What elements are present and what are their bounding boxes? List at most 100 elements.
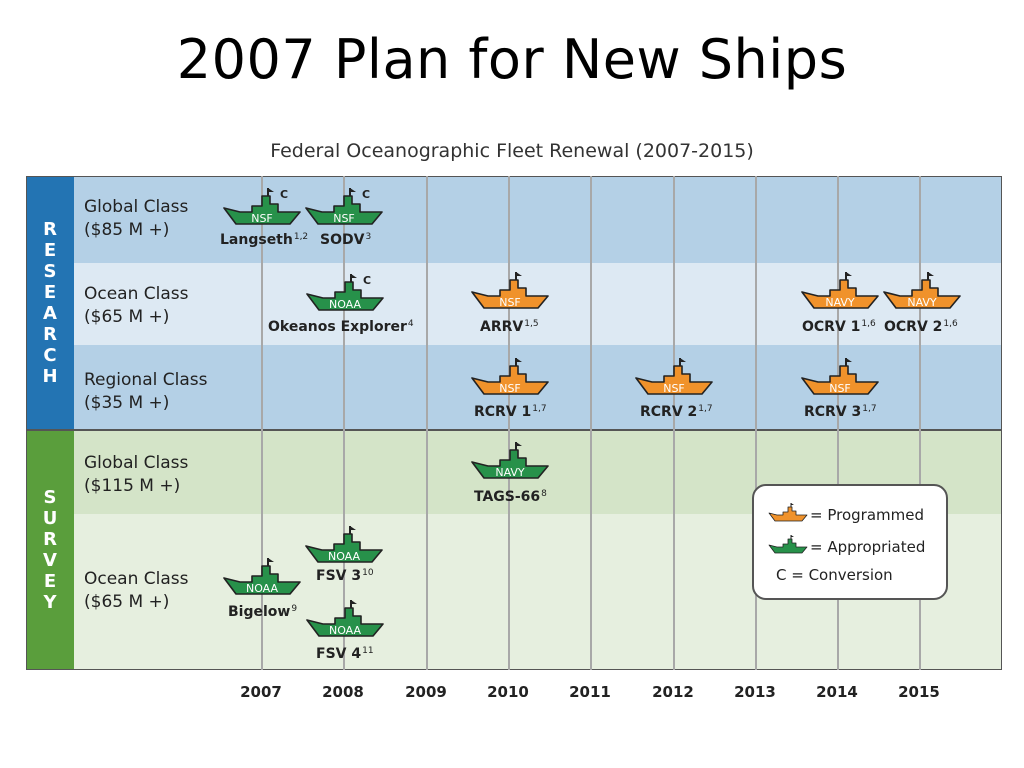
row-name: Global Class	[84, 197, 189, 217]
ship-label: SODV3	[320, 232, 371, 248]
section-letter: C	[43, 345, 57, 366]
year-label: 2014	[816, 683, 858, 701]
ship-icon: NSF	[800, 356, 880, 400]
ship-name: RCRV 1	[474, 404, 532, 420]
gridline-2012	[673, 176, 675, 670]
section-divider	[26, 429, 1002, 431]
programmed-ship-icon	[768, 502, 810, 528]
ship-icon: NAVY	[470, 440, 550, 484]
ship-footnote: 1,2	[293, 232, 309, 242]
ship-name: Langseth	[220, 232, 293, 248]
legend-appropriated-label: = Appropriated	[810, 538, 926, 556]
legend: = Programmed = Appropriated C = Conversi…	[752, 484, 948, 600]
slide-title: 2007 Plan for New Ships	[176, 28, 848, 91]
ship-icon: NOAA C	[305, 272, 385, 316]
ship-agency-label: NOAA	[328, 298, 362, 311]
ship-footnote: 1,6	[943, 319, 958, 329]
ship-name: OCRV 2	[884, 319, 943, 335]
ship-agency-label: NOAA	[245, 582, 279, 595]
ship-label: RCRV 31,7	[804, 404, 877, 420]
row-label-survey-global: Global Class ($115 M +)	[84, 452, 188, 498]
section-letter: R	[43, 529, 57, 550]
ship-agency-label: NSF	[333, 212, 355, 225]
ship-agency-label: NAVY	[907, 296, 937, 309]
legend-conversion-label: C = Conversion	[776, 566, 893, 584]
gridline-2009	[426, 176, 428, 670]
row-cost: ($65 M +)	[84, 307, 170, 327]
gridline-2015	[919, 176, 921, 670]
ship-icon: NOAA	[304, 524, 384, 568]
ship-agency-label: NOAA	[328, 624, 362, 637]
ship-name: RCRV 2	[640, 404, 698, 420]
ship-footnote: 11	[362, 646, 374, 656]
ship-agency-label: NAVY	[825, 296, 855, 309]
gridline-2008	[343, 176, 345, 670]
section-letter: S	[43, 487, 57, 508]
year-label: 2011	[569, 683, 611, 701]
section-letter: V	[43, 550, 57, 571]
ship-label: RCRV 11,7	[474, 404, 547, 420]
ship-icon: NSF	[470, 270, 550, 314]
ship-footnote: 9	[291, 604, 298, 614]
gridline-2007	[261, 176, 263, 670]
conversion-marker: C	[363, 274, 372, 287]
section-letter: H	[42, 366, 58, 387]
row-name: Global Class	[84, 453, 189, 473]
ship-icon: NSF C	[304, 186, 384, 230]
ship-name: ARRV	[480, 319, 524, 335]
ship-agency-label: NOAA	[327, 550, 361, 563]
gridline-2013	[755, 176, 757, 670]
year-label: 2007	[240, 683, 282, 701]
ship-agency-label: NSF	[829, 382, 851, 395]
row-label-research-ocean: Ocean Class ($65 M +)	[84, 283, 189, 329]
section-letter: E	[43, 240, 57, 261]
section-letter: S	[43, 261, 57, 282]
ship-name: OCRV 1	[802, 319, 861, 335]
ship-icon: NOAA	[305, 598, 385, 642]
ship-name: SODV	[320, 232, 365, 248]
ship-footnote: 1,7	[698, 404, 713, 414]
year-label: 2015	[898, 683, 940, 701]
row-cost: ($35 M +)	[84, 393, 170, 413]
ship-name: FSV 3	[316, 568, 362, 584]
section-letter: U	[42, 508, 58, 529]
ship-footnote: 1,7	[862, 404, 877, 414]
ship-label: Bigelow9	[228, 604, 297, 620]
ship-name: RCRV 3	[804, 404, 862, 420]
ship-name: Okeanos Explorer	[268, 319, 407, 335]
legend-conversion: C = Conversion	[776, 566, 893, 584]
row-label-research-global: Global Class ($85 M +)	[84, 196, 188, 242]
row-cost: ($115 M +)	[84, 476, 181, 496]
ship-label: OCRV 21,6	[884, 319, 958, 335]
section-letter: E	[43, 571, 57, 592]
ship-label: FSV 411	[316, 646, 374, 662]
ship-name: TAGS-66	[474, 489, 541, 505]
row-name: Ocean Class	[84, 569, 189, 589]
ship-label: TAGS-668	[474, 489, 547, 505]
ship-agency-label: NSF	[663, 382, 685, 395]
ship-footnote: 1,7	[532, 404, 547, 414]
ship-footnote: 10	[362, 568, 374, 578]
section-letter: Y	[43, 592, 57, 613]
ship-agency-label: NSF	[499, 296, 521, 309]
row-label-research-regional: Regional Class ($35 M +)	[84, 369, 207, 415]
year-label: 2013	[734, 683, 776, 701]
gridline-2011	[590, 176, 592, 670]
chart-title: Federal Oceanographic Fleet Renewal (200…	[270, 140, 754, 162]
ship-agency-label: NAVY	[495, 466, 525, 479]
ship-icon: NSF	[470, 356, 550, 400]
ship-icon: NSF C	[222, 186, 302, 230]
ship-agency-label: NSF	[499, 382, 521, 395]
ship-label: ARRV1,5	[480, 319, 539, 335]
year-label: 2009	[405, 683, 447, 701]
section-letter: R	[43, 324, 57, 345]
legend-programmed: = Programmed	[768, 502, 924, 528]
ship-footnote: 3	[365, 232, 372, 242]
ship-agency-label: NSF	[251, 212, 273, 225]
ship-icon: NAVY	[882, 270, 962, 314]
row-name: Regional Class	[84, 370, 208, 390]
section-letter: A	[43, 303, 57, 324]
row-label-survey-ocean: Ocean Class ($65 M +)	[84, 568, 189, 614]
ship-label: Langseth1,2	[220, 232, 308, 248]
